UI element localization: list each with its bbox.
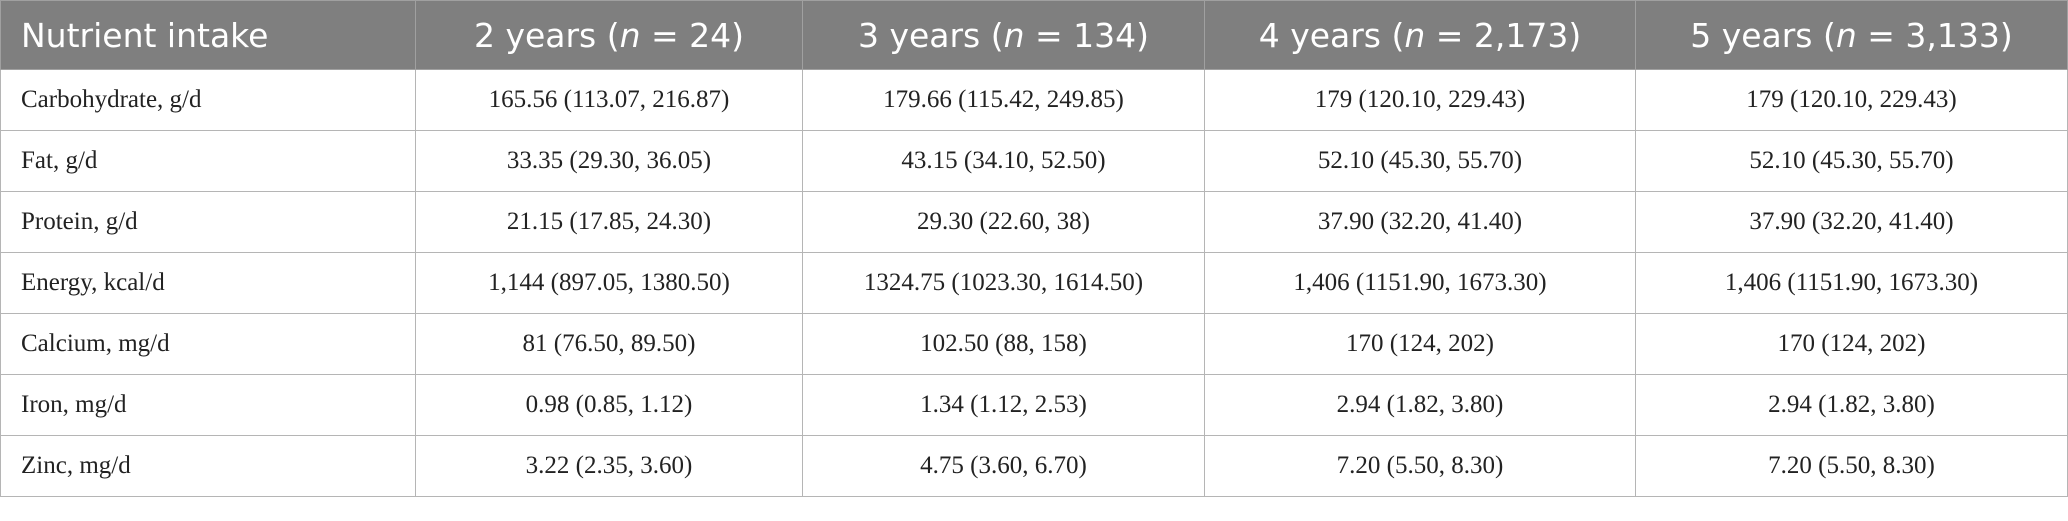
table-cell: 4.75 (3.60, 6.70) [802,435,1205,497]
nutrient-table: Nutrient intake 2 years (n = 24) 3 years (… [0,0,2068,497]
table-row: Fat, g/d 33.35 (29.30, 36.05) 43.15 (34.10… [0,130,2068,192]
row-label: Protein, g/d [0,191,416,253]
table-row: Protein, g/d 21.15 (17.85, 24.30) 29.30 (2… [0,191,2068,253]
table-cell: 81 (76.50, 89.50) [415,313,803,375]
header-text: n [619,15,641,55]
table-cell: 37.90 (32.20, 41.40) [1204,191,1636,253]
header-text: n [1404,15,1426,55]
row-label: Calcium, mg/d [0,313,416,375]
header-text: n [1003,15,1025,55]
table-cell: 1.34 (1.12, 2.53) [802,374,1205,436]
header-cell: 5 years (n = 3,133) [1635,0,2068,70]
table-row: Carbohydrate, g/d 165.56 (113.07, 216.87)… [0,69,2068,131]
table-cell: 52.10 (45.30, 55.70) [1635,130,2068,192]
table-cell: 21.15 (17.85, 24.30) [415,191,803,253]
table-cell: 2.94 (1.82, 3.80) [1635,374,2068,436]
header-text: = 134) [1024,15,1150,55]
header-cell: 2 years (n = 24) [415,0,803,70]
table-cell: 2.94 (1.82, 3.80) [1204,374,1636,436]
row-label: Carbohydrate, g/d [0,69,416,131]
table-cell: 43.15 (34.10, 52.50) [802,130,1205,192]
table-cell: 1,144 (897.05, 1380.50) [415,252,803,314]
table-cell: 1,406 (1151.90, 1673.30) [1635,252,2068,314]
header-text: 5 years ( [1690,15,1836,55]
header-cell: 3 years (n = 134) [802,0,1205,70]
table-cell: 37.90 (32.20, 41.40) [1635,191,2068,253]
table-cell: 1324.75 (1023.30, 1614.50) [802,252,1205,314]
table-cell: 0.98 (0.85, 1.12) [415,374,803,436]
header-cell: 4 years (n = 2,173) [1204,0,1636,70]
table-cell: 179 (120.10, 229.43) [1635,69,2068,131]
header-text: 3 years ( [857,15,1004,55]
table-cell: 102.50 (88, 158) [802,313,1205,375]
header-text: = 2,173) [1425,15,1582,55]
row-label: Fat, g/d [0,130,416,192]
table-row: Iron, mg/d 0.98 (0.85, 1.12) 1.34 (1.12, 2… [0,374,2068,436]
table-cell: 179 (120.10, 229.43) [1204,69,1636,131]
table-row: Calcium, mg/d 81 (76.50, 89.50) 102.50 (88… [0,313,2068,375]
table-cell: 29.30 (22.60, 38) [802,191,1205,253]
header-text: 4 years ( [1258,15,1405,55]
table-cell: 170 (124, 202) [1204,313,1636,375]
row-label: Zinc, mg/d [0,435,416,497]
table-cell: 52.10 (45.30, 55.70) [1204,130,1636,192]
header-text: = 3,133) [1856,15,2013,55]
table-cell: 179.66 (115.42, 249.85) [802,69,1205,131]
table-cell: 1,406 (1151.90, 1673.30) [1204,252,1636,314]
header-cell: Nutrient intake [0,0,416,70]
table-cell: 7.20 (5.50, 8.30) [1635,435,2068,497]
header-text: 2 years ( [473,15,620,55]
table-cell: 33.35 (29.30, 36.05) [415,130,803,192]
table-cell: 3.22 (2.35, 3.60) [415,435,803,497]
table-body: Carbohydrate, g/d 165.56 (113.07, 216.87)… [0,69,2068,497]
table-row: Zinc, mg/d 3.22 (2.35, 3.60) 4.75 (3.60, 6… [0,435,2068,497]
table-cell: 7.20 (5.50, 8.30) [1204,435,1636,497]
header-row: Nutrient intake 2 years (n = 24) 3 years (… [0,0,2068,70]
row-label: Energy, kcal/d [0,252,416,314]
table-row: Energy, kcal/d 1,144 (897.05, 1380.50) 132… [0,252,2068,314]
header-text: Nutrient intake [21,15,269,55]
header-text: = 24) [640,15,745,55]
header-text: n [1835,15,1857,55]
table-cell: 170 (124, 202) [1635,313,2068,375]
row-label: Iron, mg/d [0,374,416,436]
table-cell: 165.56 (113.07, 216.87) [415,69,803,131]
